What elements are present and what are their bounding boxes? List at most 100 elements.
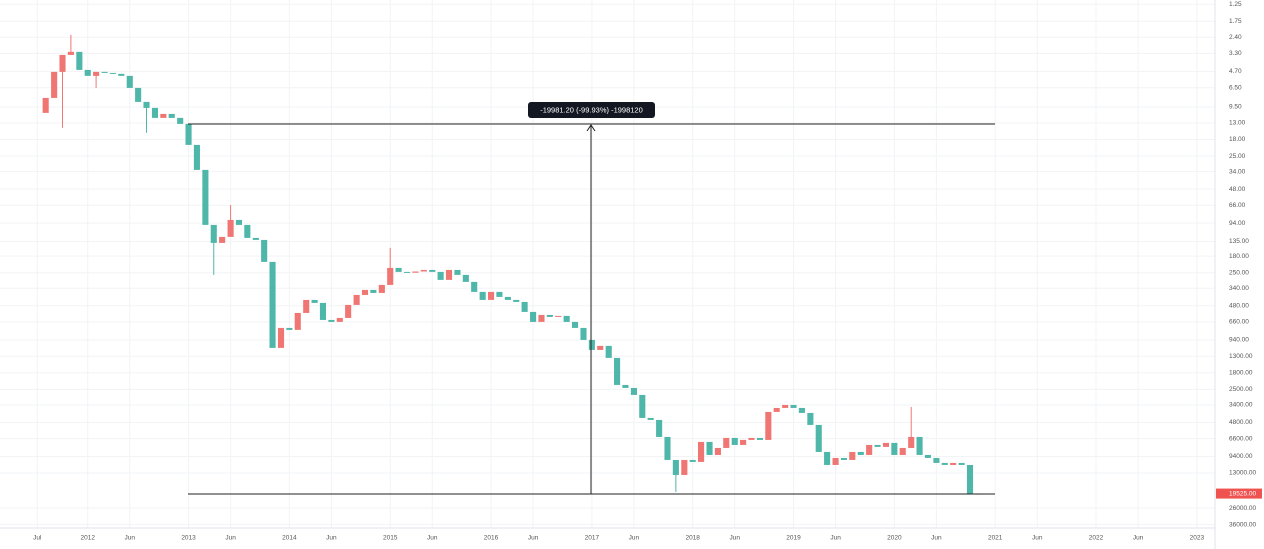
- arrow-head: [586, 124, 596, 132]
- candle-body: [479, 291, 486, 300]
- candle-body: [219, 236, 226, 243]
- candle-body: [723, 437, 730, 448]
- y-tick-label: 2.40: [1229, 34, 1242, 41]
- y-tick-label: 34.00: [1229, 168, 1246, 175]
- y-tick-label: 250.00: [1229, 269, 1249, 276]
- candle-body: [605, 345, 612, 358]
- candle-body: [496, 291, 503, 297]
- candle-body: [361, 289, 369, 295]
- candle-body: [933, 457, 940, 463]
- candle-body: [681, 459, 688, 475]
- candle-body: [597, 345, 604, 350]
- x-tick-label: 2020: [887, 535, 902, 542]
- candle-body: [353, 294, 360, 305]
- candle-body: [454, 269, 461, 275]
- x-tick-label: 2021: [988, 535, 1003, 542]
- x-tick-label: Jun: [629, 535, 640, 542]
- candle-body: [303, 299, 310, 313]
- candle-body: [420, 269, 427, 272]
- candle-body: [160, 113, 167, 118]
- y-tick-label: 3400.00: [1229, 402, 1253, 409]
- candle-body: [546, 314, 553, 317]
- candle-body: [807, 412, 814, 425]
- candle-body: [277, 327, 285, 348]
- y-tick-label: 94.00: [1229, 220, 1246, 227]
- candle-body: [210, 224, 217, 243]
- y-tick-label: 3.30: [1229, 50, 1242, 57]
- y-tick-label: 18.00: [1229, 136, 1246, 143]
- candle-body: [261, 239, 268, 262]
- axes: 1.25 1.75 2.40 3.30 4.70 6.50 9.50 13.00 18.00 25…: [33, 1, 1262, 542]
- y-tick-label: 13.00: [1229, 120, 1246, 127]
- candle-body: [42, 97, 49, 113]
- y-tick-label: 13000.00: [1229, 470, 1256, 477]
- candle-body: [294, 312, 301, 330]
- candle-body: [319, 302, 327, 320]
- y-tick-label: 9.50: [1229, 104, 1242, 111]
- candle-body: [882, 442, 890, 447]
- candle-body: [647, 417, 654, 420]
- y-tick-label: 180.00: [1229, 253, 1249, 260]
- candle-body: [378, 284, 385, 293]
- candle-body: [714, 447, 721, 455]
- candle-body: [429, 269, 436, 272]
- candle-body: [530, 311, 537, 322]
- candle-body: [244, 224, 251, 238]
- candle-body: [740, 439, 747, 445]
- candle-body: [462, 274, 469, 282]
- x-tick-label: Jun: [528, 535, 539, 542]
- candle-body: [269, 261, 276, 348]
- candle-body: [135, 87, 142, 102]
- candle-body: [513, 299, 520, 302]
- candle-body: [51, 71, 58, 98]
- x-tick-label: 2018: [685, 535, 700, 542]
- candle-body: [101, 71, 108, 73]
- candle-body: [404, 271, 411, 273]
- x-tick-label: Jun: [326, 535, 337, 542]
- x-tick-label: Jun: [931, 535, 942, 542]
- candle-body: [76, 51, 83, 70]
- candle-body: [580, 327, 587, 340]
- candle-body: [664, 436, 671, 460]
- candle-body: [966, 464, 974, 494]
- candle-body: [143, 101, 150, 108]
- x-tick-label: 2023: [1190, 535, 1205, 542]
- candle-body: [177, 117, 184, 124]
- candle-body: [622, 384, 629, 388]
- candle-body: [924, 454, 931, 458]
- candle-body: [941, 462, 948, 465]
- y-tick-label: 25.00: [1229, 153, 1246, 160]
- last-price-label: 19525.00: [1229, 490, 1256, 497]
- x-tick-label: 2017: [585, 535, 600, 542]
- candle-body: [168, 113, 175, 118]
- candle-body: [504, 296, 511, 300]
- candle-body: [487, 291, 495, 300]
- candle-body: [412, 271, 419, 273]
- candle-body: [866, 444, 873, 455]
- candles: [42, 34, 982, 495]
- x-tick-label: Jun: [225, 535, 236, 542]
- candle-body: [336, 317, 343, 322]
- candle-body: [706, 441, 713, 455]
- candle-body: [588, 339, 595, 350]
- candle-body: [311, 299, 318, 303]
- candle-body: [689, 459, 696, 462]
- y-tick-label: 6.50: [1229, 84, 1242, 91]
- candle-body: [656, 419, 663, 437]
- x-tick-label: 2022: [1089, 535, 1104, 542]
- y-tick-label: 26000.00: [1229, 505, 1256, 512]
- candle-body: [193, 144, 200, 170]
- candle-body: [118, 73, 125, 76]
- x-tick-label: 2013: [181, 535, 196, 542]
- x-tick-label: Jul: [33, 535, 42, 542]
- candle-body: [765, 411, 772, 440]
- candle-body: [445, 269, 453, 280]
- candle-body: [93, 71, 100, 76]
- candle-body: [824, 451, 831, 465]
- candle-body: [109, 72, 116, 74]
- candle-body: [614, 357, 621, 385]
- candle-body: [815, 424, 822, 452]
- candle-body: [857, 451, 864, 455]
- y-tick-label: 340.00: [1229, 285, 1249, 292]
